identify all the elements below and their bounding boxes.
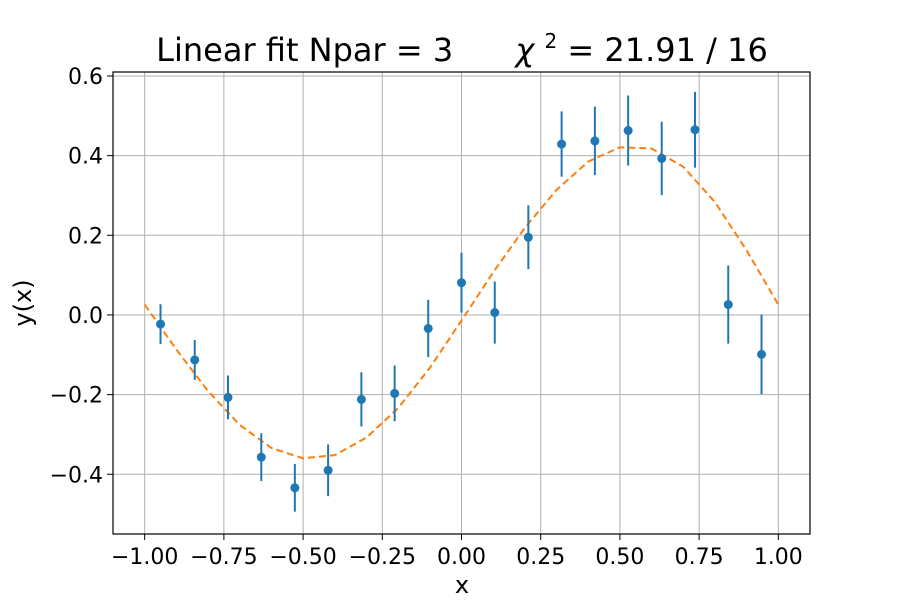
data-point: [256, 452, 266, 462]
data-point: [523, 232, 533, 242]
data-point: [156, 319, 166, 329]
data-point: [457, 278, 466, 288]
x-tick-label: −0.50: [269, 545, 336, 570]
x-axis-label: x: [455, 571, 469, 599]
x-tick-label: 0.50: [595, 545, 644, 570]
y-axis-label: y(x): [9, 279, 37, 326]
fit-curve: [143, 146, 780, 460]
chart-title: Linear fit Npar = 3 χ 2 = 21.91 / 16: [156, 18, 768, 69]
chart-title-chi-superscript: 2: [544, 29, 557, 53]
y-tick-label: 0.4: [68, 145, 103, 170]
data-point: [290, 483, 300, 493]
data-points-layer: [156, 91, 767, 512]
x-tick-label: −0.25: [349, 545, 416, 570]
data-point: [723, 300, 733, 310]
data-point: [490, 308, 500, 318]
data-point: [390, 388, 400, 398]
data-point: [623, 126, 633, 136]
y-tick-label: 0.0: [68, 304, 103, 329]
x-tick-label: 0.25: [516, 545, 565, 570]
data-point: [356, 394, 366, 404]
chart-title-chi: χ: [513, 31, 535, 69]
data-point: [190, 355, 200, 365]
chart-title-chi-value: = 21.91 / 16: [567, 31, 767, 69]
y-tick-label: 0.2: [68, 224, 103, 249]
x-tick-label: 0.75: [675, 545, 724, 570]
data-point: [223, 392, 233, 402]
y-tick-label: −0.4: [50, 463, 103, 488]
data-point: [757, 349, 767, 359]
x-axis-ticks: −1.00 −0.75 −0.50 −0.25 0.00 0.25 0.50 0.75 1.00: [111, 534, 803, 570]
data-point: [423, 323, 433, 333]
data-point: [557, 139, 567, 149]
data-point: [590, 136, 600, 146]
y-tick-label: −0.2: [50, 384, 103, 409]
fit-curve-layer: [143, 146, 780, 460]
data-point: [690, 125, 700, 135]
chart-title-prefix: Linear fit Npar = 3: [156, 31, 453, 69]
x-tick-label: −1.00: [111, 545, 178, 570]
y-tick-label: 0.6: [68, 65, 103, 90]
x-tick-label: 1.00: [754, 545, 803, 570]
data-point: [657, 153, 667, 163]
x-tick-label: 0.00: [437, 545, 486, 570]
data-point: [323, 465, 333, 475]
x-tick-label: −0.75: [190, 545, 257, 570]
y-axis-ticks: −0.4 −0.2 0.0 0.2 0.4 0.6: [50, 65, 113, 488]
